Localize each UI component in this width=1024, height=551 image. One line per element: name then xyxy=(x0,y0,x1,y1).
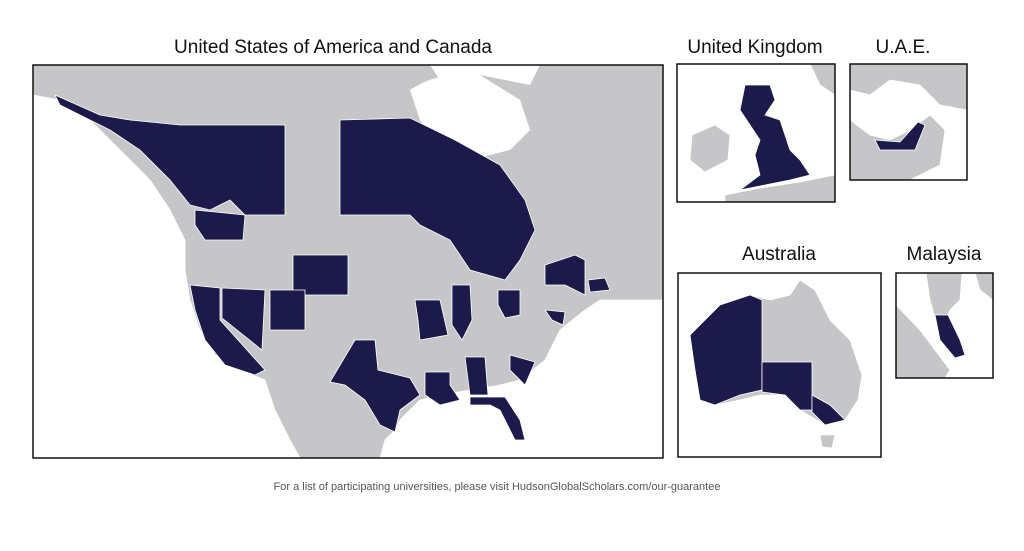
us-canada-map xyxy=(33,65,663,458)
map-frame xyxy=(849,63,968,181)
map-frame xyxy=(677,272,882,458)
map-frame xyxy=(32,64,664,459)
map-frame xyxy=(895,272,994,379)
uae-map xyxy=(850,64,967,180)
uk-map xyxy=(677,64,835,202)
panel-title: U.A.E. xyxy=(876,37,931,58)
panel-title: Australia xyxy=(742,244,816,265)
panel-title: Malaysia xyxy=(907,244,982,265)
panel-title: United States of America and Canada xyxy=(174,37,492,58)
panel-title: United Kingdom xyxy=(687,37,822,58)
australia-map xyxy=(678,273,881,457)
map-frame xyxy=(676,63,836,203)
malaysia-map xyxy=(896,273,993,378)
footer-note: For a list of participating universities… xyxy=(274,481,721,493)
